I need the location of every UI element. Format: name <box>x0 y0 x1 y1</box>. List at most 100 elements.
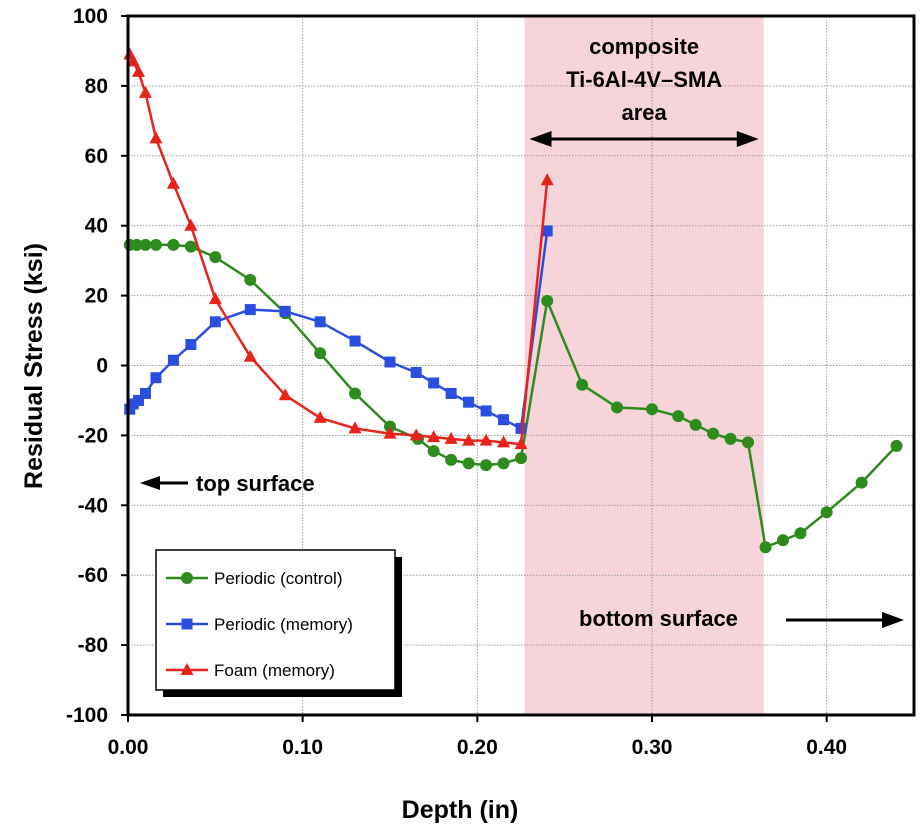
data-point <box>497 435 511 448</box>
bottom-surface-label: bottom surface <box>579 606 738 631</box>
y-tick-label: 80 <box>85 75 108 98</box>
data-point <box>777 534 789 547</box>
data-point <box>383 426 397 439</box>
data-point <box>855 476 868 489</box>
bottom-surface-arrow <box>786 612 904 628</box>
composite-label-line-2: Ti-6Al-4V–SMA <box>566 67 722 92</box>
data-point <box>497 457 510 470</box>
y-tick-label: 0 <box>96 355 108 378</box>
data-point <box>209 316 221 328</box>
data-point <box>208 292 222 305</box>
data-point <box>462 433 476 446</box>
y-tick-label: -40 <box>78 494 108 517</box>
y-tick-label: 100 <box>73 5 108 28</box>
data-point <box>611 401 624 414</box>
data-point <box>184 240 197 253</box>
data-point <box>479 433 493 446</box>
data-point <box>279 305 291 317</box>
legend-marker <box>181 618 193 630</box>
data-point <box>131 64 145 77</box>
data-point <box>167 238 180 251</box>
data-point <box>445 453 458 466</box>
data-point <box>515 452 527 465</box>
data-point <box>427 430 441 443</box>
data-point <box>348 421 362 434</box>
data-point <box>462 457 475 470</box>
legend: Periodic (control) Periodic (memory) Foam … <box>155 549 402 697</box>
data-point <box>130 238 143 251</box>
data-point <box>409 428 423 441</box>
data-point <box>498 414 510 426</box>
composite-label-line-3: area <box>621 100 667 125</box>
data-point <box>384 356 396 368</box>
y-tick-label: -100 <box>66 704 108 727</box>
legend-label: Periodic (control) <box>214 569 343 588</box>
data-point <box>445 387 457 399</box>
data-point <box>243 349 257 362</box>
x-tick-label: 0.00 <box>108 736 149 759</box>
y-axis-label: Residual Stress (ksi) <box>20 243 48 489</box>
data-point <box>689 418 702 431</box>
data-point <box>149 131 163 144</box>
data-point <box>540 173 554 186</box>
series-layer <box>123 47 903 554</box>
data-point <box>890 439 903 452</box>
data-point <box>138 85 152 98</box>
data-point <box>244 273 257 286</box>
data-point <box>184 218 198 231</box>
data-point <box>427 445 440 458</box>
data-point <box>139 238 152 251</box>
data-point <box>349 387 362 400</box>
data-point <box>126 54 140 67</box>
y-tick-label: 20 <box>85 285 108 308</box>
data-point <box>576 378 589 391</box>
legend-items: Periodic (control) Periodic (memory) Foam … <box>166 569 353 680</box>
data-point <box>149 238 162 251</box>
data-point <box>313 410 327 423</box>
data-point <box>742 436 755 449</box>
data-point <box>541 225 553 237</box>
data-point <box>139 387 151 399</box>
data-point <box>185 339 197 351</box>
x-axis-label: Depth (in) <box>402 796 519 824</box>
data-point <box>514 437 528 450</box>
y-tick-label: 40 <box>85 215 108 238</box>
y-tick-label: -20 <box>78 424 108 447</box>
data-point <box>410 366 422 378</box>
composite-arrow-right-head <box>736 131 759 147</box>
composite-arrow-left-head <box>529 131 552 147</box>
series-line <box>129 243 898 549</box>
data-point <box>349 335 361 347</box>
data-point <box>463 396 475 408</box>
data-point <box>314 347 327 360</box>
data-point <box>167 354 179 366</box>
legend-marker <box>181 572 193 584</box>
data-point <box>672 410 685 423</box>
y-tick-label: 60 <box>85 145 108 168</box>
axis-ticks: 0.00 0.10 0.20 0.30 0.40 100 80 60 40 20 0 -20 -40 -6… <box>66 5 847 759</box>
data-point <box>480 405 492 417</box>
data-point <box>150 372 162 384</box>
data-point <box>541 294 554 307</box>
legend-box <box>155 549 396 691</box>
series-2 <box>123 47 554 450</box>
data-point <box>278 388 292 401</box>
data-point <box>794 527 807 540</box>
data-point <box>759 541 772 554</box>
data-point <box>132 394 144 406</box>
data-point <box>820 506 833 519</box>
data-point <box>480 459 493 472</box>
x-tick-label: 0.40 <box>806 736 847 759</box>
data-point <box>314 316 326 328</box>
x-tick-label: 0.30 <box>632 736 673 759</box>
legend-label: Foam (memory) <box>214 661 335 680</box>
x-tick-label: 0.10 <box>282 736 323 759</box>
data-point <box>244 304 256 316</box>
data-point <box>515 422 527 434</box>
data-point <box>209 251 222 264</box>
top-surface-arrow <box>140 476 188 490</box>
x-tick-label: 0.20 <box>457 736 498 759</box>
data-point <box>724 432 737 445</box>
y-tick-label: -60 <box>78 564 108 587</box>
